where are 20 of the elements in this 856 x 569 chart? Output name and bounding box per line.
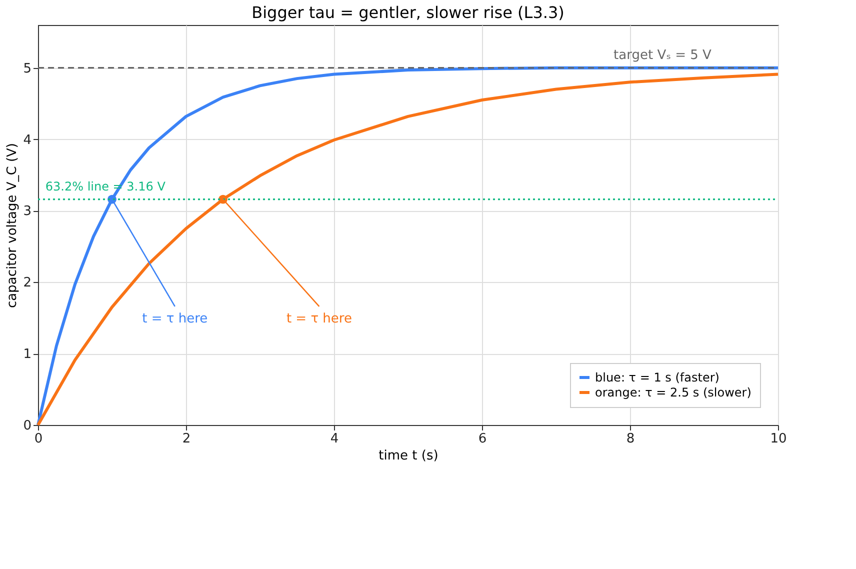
x-tick-label: 4	[330, 432, 339, 446]
chart-title: Bigger tau = gentler, slower rise (L3.3)	[252, 3, 564, 22]
y-axis-title: capacitor voltage V_C (V)	[5, 143, 20, 308]
x-tick-label: 0	[34, 432, 43, 446]
ref-line-label: target Vₛ = 5 V	[614, 48, 712, 63]
x-axis-title: time t (s)	[378, 448, 438, 464]
y-tick-label: 3	[23, 204, 32, 220]
x-tick-label: 6	[478, 432, 487, 446]
y-tick-label: 1	[23, 347, 32, 362]
legend-label: orange: τ = 2.5 s (slower)	[595, 386, 752, 400]
x-tick-label: 8	[626, 432, 635, 446]
y-tick-label: 4	[23, 132, 32, 148]
annotation: t = τ here	[142, 311, 208, 326]
y-tick-label: 2	[23, 276, 32, 291]
x-tick-label: 2	[182, 432, 191, 446]
legend-label: blue: τ = 1 s (faster)	[595, 370, 720, 384]
y-tick-label: 0	[23, 418, 32, 434]
annotation: t = τ here	[286, 311, 352, 326]
y-tick-label: 5	[23, 61, 32, 76]
x-tick-label: 10	[770, 432, 787, 446]
